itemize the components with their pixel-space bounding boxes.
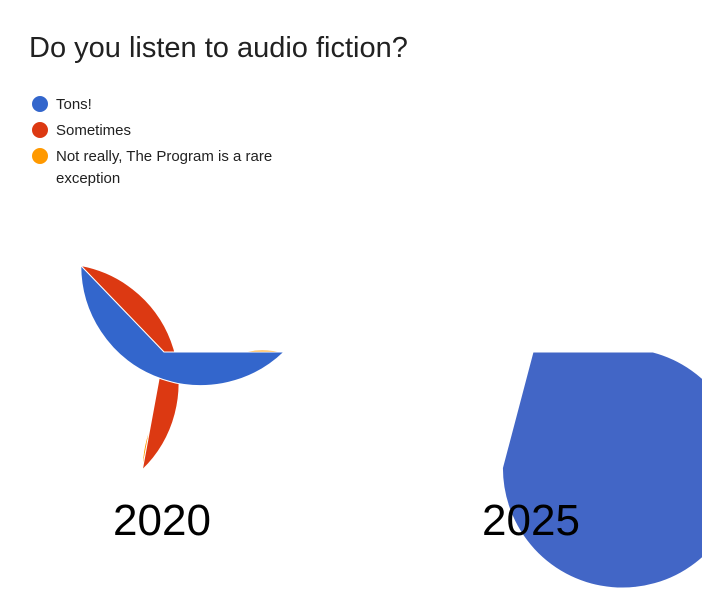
- legend-label: Sometimes: [56, 122, 132, 139]
- pie-slice[interactable]: [501, 351, 702, 589]
- year-caption: 2025: [482, 496, 580, 545]
- slice-label: 37.2%: [172, 276, 215, 293]
- slice-label: 34.9%: [71, 365, 114, 382]
- legend: Tons! Sometimes Not really, The Program …: [32, 94, 332, 194]
- pie-2025: 25.5%70.9%2025: [466, 285, 702, 589]
- legend-item-tons[interactable]: Tons!: [32, 94, 332, 116]
- legend-dot-icon: [32, 148, 48, 164]
- chart-title: Do you listen to audio fiction?: [29, 32, 408, 64]
- legend-item-not-really[interactable]: Not really, The Program is a rare except…: [32, 146, 332, 190]
- legend-dot-icon: [32, 122, 48, 138]
- pie-slice[interactable]: [80, 264, 286, 387]
- legend-label: Tons!: [56, 96, 92, 113]
- pie-slice[interactable]: [79, 264, 180, 472]
- slice-label: 70.9%: [466, 285, 509, 302]
- year-caption: 2020: [113, 496, 211, 545]
- slice-label: 27.9%: [190, 401, 233, 418]
- pie-2020: 27.9% 34.9% 37.2% 2020: [71, 264, 286, 545]
- legend-label: Not really, The Program is a rare except…: [56, 148, 273, 187]
- legend-item-sometimes[interactable]: Sometimes: [32, 120, 332, 142]
- legend-dot-icon: [32, 96, 48, 112]
